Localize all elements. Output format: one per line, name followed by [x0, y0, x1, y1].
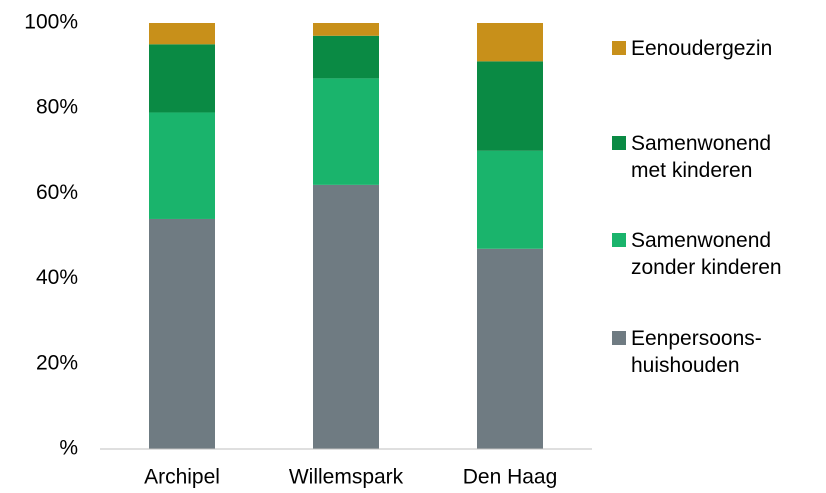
bar-segment — [477, 150, 543, 249]
bar-segment — [149, 23, 215, 45]
legend-swatch — [612, 136, 626, 150]
y-tick-label: 80% — [36, 96, 78, 119]
legend-label: Samenwonend met kinderen — [631, 132, 772, 182]
y-tick-label: 20% — [36, 351, 78, 374]
bar-segment — [313, 35, 379, 79]
bar-segment — [477, 61, 543, 151]
y-tick-label: 40% — [36, 266, 78, 289]
y-tick-label: % — [59, 437, 78, 460]
legend-swatch — [612, 233, 626, 247]
y-tick-label: 100% — [24, 11, 78, 34]
legend-item: Samenwonend zonder kinderen — [612, 227, 782, 281]
bar-segment — [477, 23, 543, 62]
x-tick-label: Archipel — [144, 466, 220, 489]
legend-label: Samenwonend zonder kinderen — [631, 229, 782, 279]
bar-segment — [477, 248, 543, 449]
legend-swatch — [612, 331, 626, 345]
legend-item: Samenwonend met kinderen — [612, 130, 771, 184]
bar-segment — [149, 218, 215, 449]
y-tick-label: 60% — [36, 181, 78, 204]
legend-label: Eenpersoons- huishouden — [631, 327, 762, 377]
bar-segment — [313, 78, 379, 185]
bar-segment — [149, 112, 215, 219]
bar-segment — [149, 44, 215, 113]
bar-segment — [313, 184, 379, 449]
legend-item: Eenpersoons- huishouden — [612, 325, 762, 379]
bar-segment — [313, 23, 379, 36]
legend-swatch — [612, 41, 626, 55]
x-tick-label: Willemspark — [289, 466, 404, 489]
legend-item: Eenoudergezin — [612, 35, 772, 62]
legend-label: Eenoudergezin — [631, 37, 773, 60]
x-tick-label: Den Haag — [463, 466, 558, 489]
